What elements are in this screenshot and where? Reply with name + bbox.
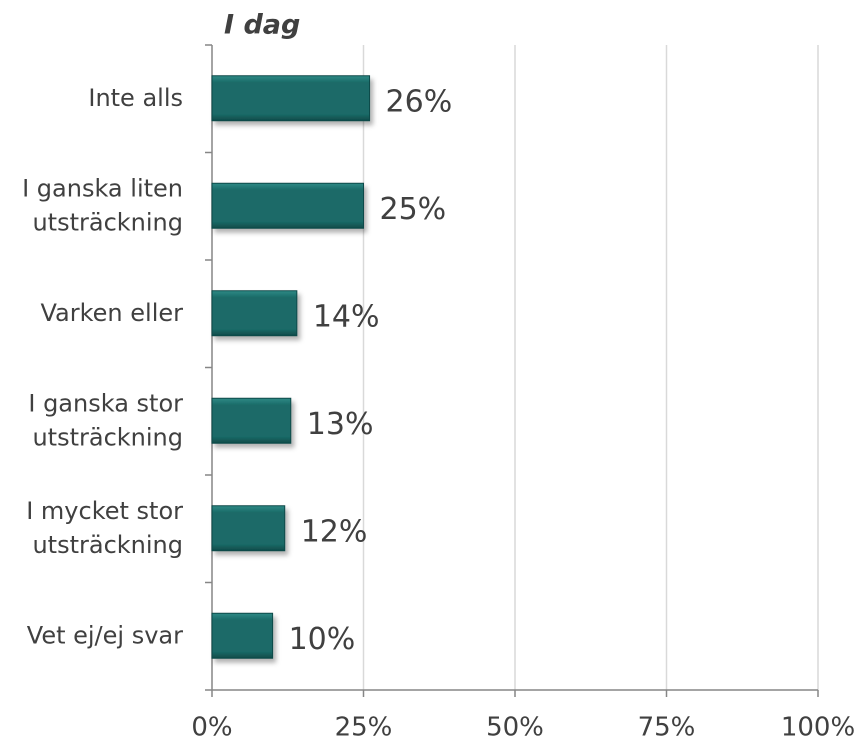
y-tick-label-line: I ganska stor <box>28 389 183 417</box>
y-tick-label-line: I ganska liten <box>22 174 183 202</box>
value-label: 25% <box>380 192 447 227</box>
bar <box>211 290 298 337</box>
y-tick-label-line: Inte alls <box>88 84 183 112</box>
y-tick-label: Vet ej/ej svar <box>27 621 183 649</box>
x-tick-label: 75% <box>638 713 696 743</box>
value-label: 26% <box>386 84 453 119</box>
x-tick-label: 100% <box>781 713 855 743</box>
y-tick-label-line: utsträckning <box>32 423 183 451</box>
chart-title: I dag <box>224 10 300 41</box>
bar <box>211 505 286 552</box>
value-label: 10% <box>289 622 356 657</box>
y-tick-label: I mycket stor utsträckning <box>26 497 183 559</box>
bar <box>211 612 274 659</box>
y-tick-label-line: utsträckning <box>32 531 183 559</box>
value-label: 13% <box>307 407 374 442</box>
y-tick-label: I ganska stor utsträckning <box>28 389 183 451</box>
x-tick-label: 25% <box>335 713 393 743</box>
bar <box>211 182 364 229</box>
y-tick-label: Inte alls <box>88 84 183 112</box>
x-tick-label: 0% <box>191 713 232 743</box>
x-tick-label: 50% <box>486 713 544 743</box>
bar <box>211 75 371 122</box>
y-tick-label-line: utsträckning <box>32 208 183 236</box>
y-tick-label: I ganska liten utsträckning <box>22 174 183 236</box>
value-label: 14% <box>313 299 380 334</box>
y-tick-label-line: Vet ej/ej svar <box>27 621 183 649</box>
y-tick-label-line: Varken eller <box>40 299 183 327</box>
value-label: 12% <box>301 514 368 549</box>
y-tick-label-line: I mycket stor <box>26 497 183 525</box>
y-tick-label: Varken eller <box>40 299 183 327</box>
bar <box>211 397 292 444</box>
